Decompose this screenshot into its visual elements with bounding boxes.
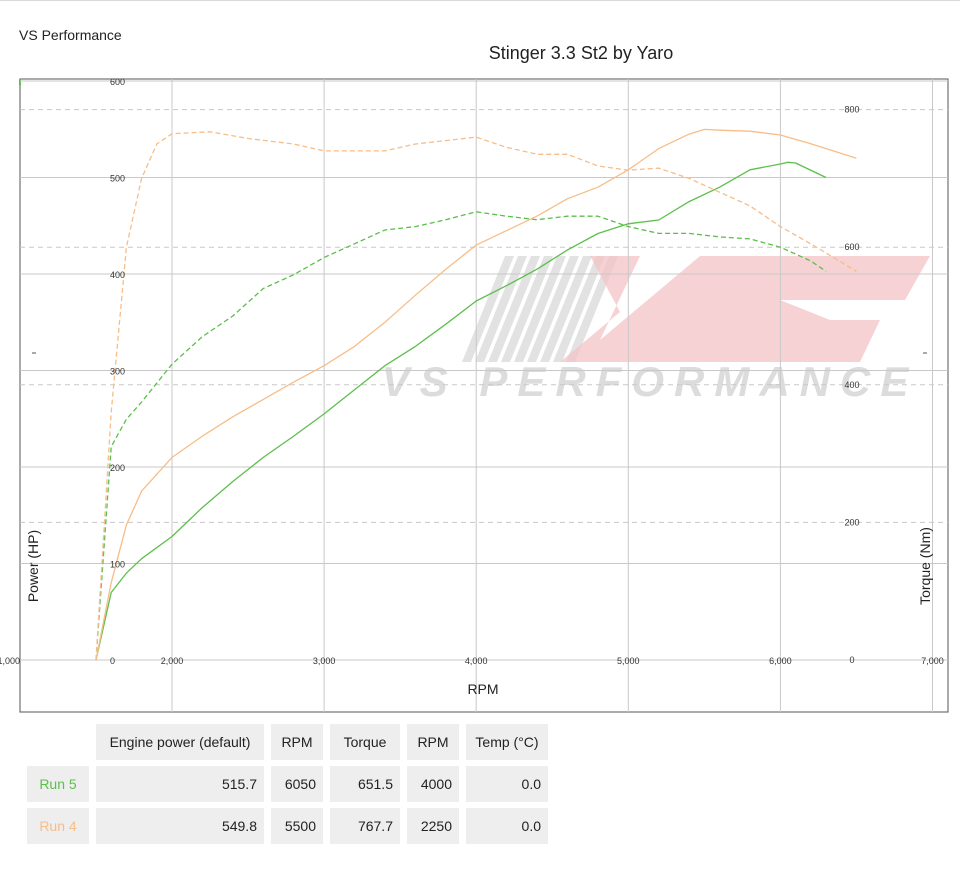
run-4-torque-line bbox=[95, 131, 857, 661]
torque-value: 651.5 bbox=[330, 766, 400, 802]
y-right-tick-label: 0 bbox=[849, 655, 854, 665]
results-table: Engine power (default) RPM Torque RPM Te… bbox=[20, 718, 555, 850]
x-tick-label: 6,000 bbox=[769, 656, 792, 666]
temp-value: 0.0 bbox=[466, 808, 548, 844]
y-left-tick-label: 600 bbox=[110, 77, 125, 87]
run-label: Run 4 bbox=[27, 808, 89, 844]
x-axis-label: RPM bbox=[467, 681, 498, 697]
y-left-tick-label: 300 bbox=[110, 367, 125, 377]
y-left-tick-label: 100 bbox=[110, 560, 125, 570]
power-value: 515.7 bbox=[96, 766, 264, 802]
torque-value: 767.7 bbox=[330, 808, 400, 844]
power-rpm-value: 5500 bbox=[271, 808, 323, 844]
y-left-tick-label: 500 bbox=[110, 174, 125, 184]
table-header-torque: Torque bbox=[330, 724, 400, 760]
temp-value: 0.0 bbox=[466, 766, 548, 802]
power-rpm-value: 6050 bbox=[271, 766, 323, 802]
table-row: Run 5 515.7 6050 651.5 4000 0.0 bbox=[27, 766, 548, 802]
y-left-tick-label: 0 bbox=[110, 656, 115, 666]
y-left-tick-label: 200 bbox=[110, 463, 125, 473]
y-right-tick-label: 800 bbox=[844, 105, 859, 115]
table-header-rpm: RPM bbox=[271, 724, 323, 760]
y-right-tick-label: 600 bbox=[844, 242, 859, 252]
brand-label: VS Performance bbox=[19, 27, 122, 43]
run-4-power-line bbox=[95, 128, 857, 661]
torque-rpm-value: 4000 bbox=[407, 766, 459, 802]
run-5-torque-line bbox=[95, 211, 827, 661]
x-tick-label: 1,000 bbox=[0, 656, 20, 666]
table-header-temp: Temp (°C) bbox=[466, 724, 548, 760]
x-tick-label: 7,000 bbox=[921, 656, 944, 666]
torque-rpm-value: 2250 bbox=[407, 808, 459, 844]
y-axis-right-label: Torque (Nm) bbox=[917, 527, 933, 605]
run-5-power-line bbox=[95, 161, 827, 661]
watermark-stripes bbox=[462, 256, 618, 362]
dyno-chart: VS PERFORMANCE 1,000 2,000 3,000 4,000 5,000… bbox=[0, 77, 949, 713]
watermark-letters bbox=[560, 256, 930, 362]
y-right-tick-label: 200 bbox=[844, 517, 859, 527]
y-left-tick-label: 400 bbox=[110, 270, 125, 280]
plot-frame bbox=[19, 78, 949, 713]
x-tick-label: 2,000 bbox=[161, 656, 184, 666]
y-axis-left-label: Power (HP) bbox=[25, 530, 41, 602]
watermark-text: VS PERFORMANCE bbox=[382, 358, 919, 405]
chart-grid bbox=[19, 78, 949, 713]
top-divider bbox=[0, 0, 960, 1]
table-header-rpm-2: RPM bbox=[407, 724, 459, 760]
chart-ticks: 1,000 2,000 3,000 4,000 5,000 6,000 7,000 0 100 2… bbox=[0, 77, 944, 666]
table-header-row: Engine power (default) RPM Torque RPM Te… bbox=[27, 724, 548, 760]
x-tick-label: 4,000 bbox=[465, 656, 488, 666]
watermark: VS PERFORMANCE bbox=[382, 256, 930, 405]
power-value: 549.8 bbox=[96, 808, 264, 844]
x-tick-label: 5,000 bbox=[617, 656, 640, 666]
run-label: Run 5 bbox=[27, 766, 89, 802]
chart-title: Stinger 3.3 St2 by Yaro bbox=[488, 43, 674, 63]
table-header-power: Engine power (default) bbox=[96, 724, 264, 760]
table-corner bbox=[27, 724, 89, 760]
y-right-tick-label: 400 bbox=[844, 380, 859, 390]
x-tick-label: 3,000 bbox=[313, 656, 336, 666]
chart-series bbox=[95, 128, 857, 661]
table-row: Run 4 549.8 5500 767.7 2250 0.0 bbox=[27, 808, 548, 844]
